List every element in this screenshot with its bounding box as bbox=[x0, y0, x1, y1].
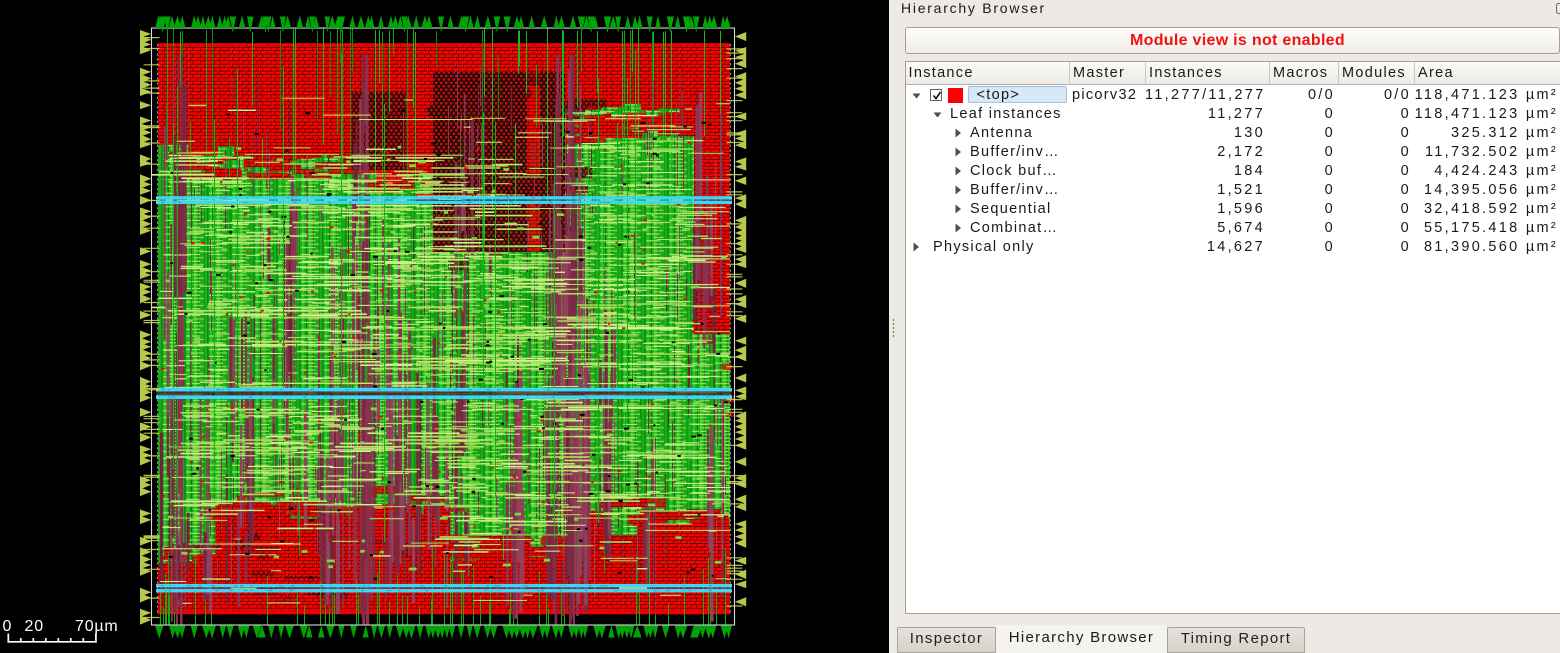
svg-text:0: 0 bbox=[3, 618, 13, 635]
svg-text:70µm: 70µm bbox=[75, 618, 119, 635]
svg-text:20: 20 bbox=[25, 618, 44, 635]
